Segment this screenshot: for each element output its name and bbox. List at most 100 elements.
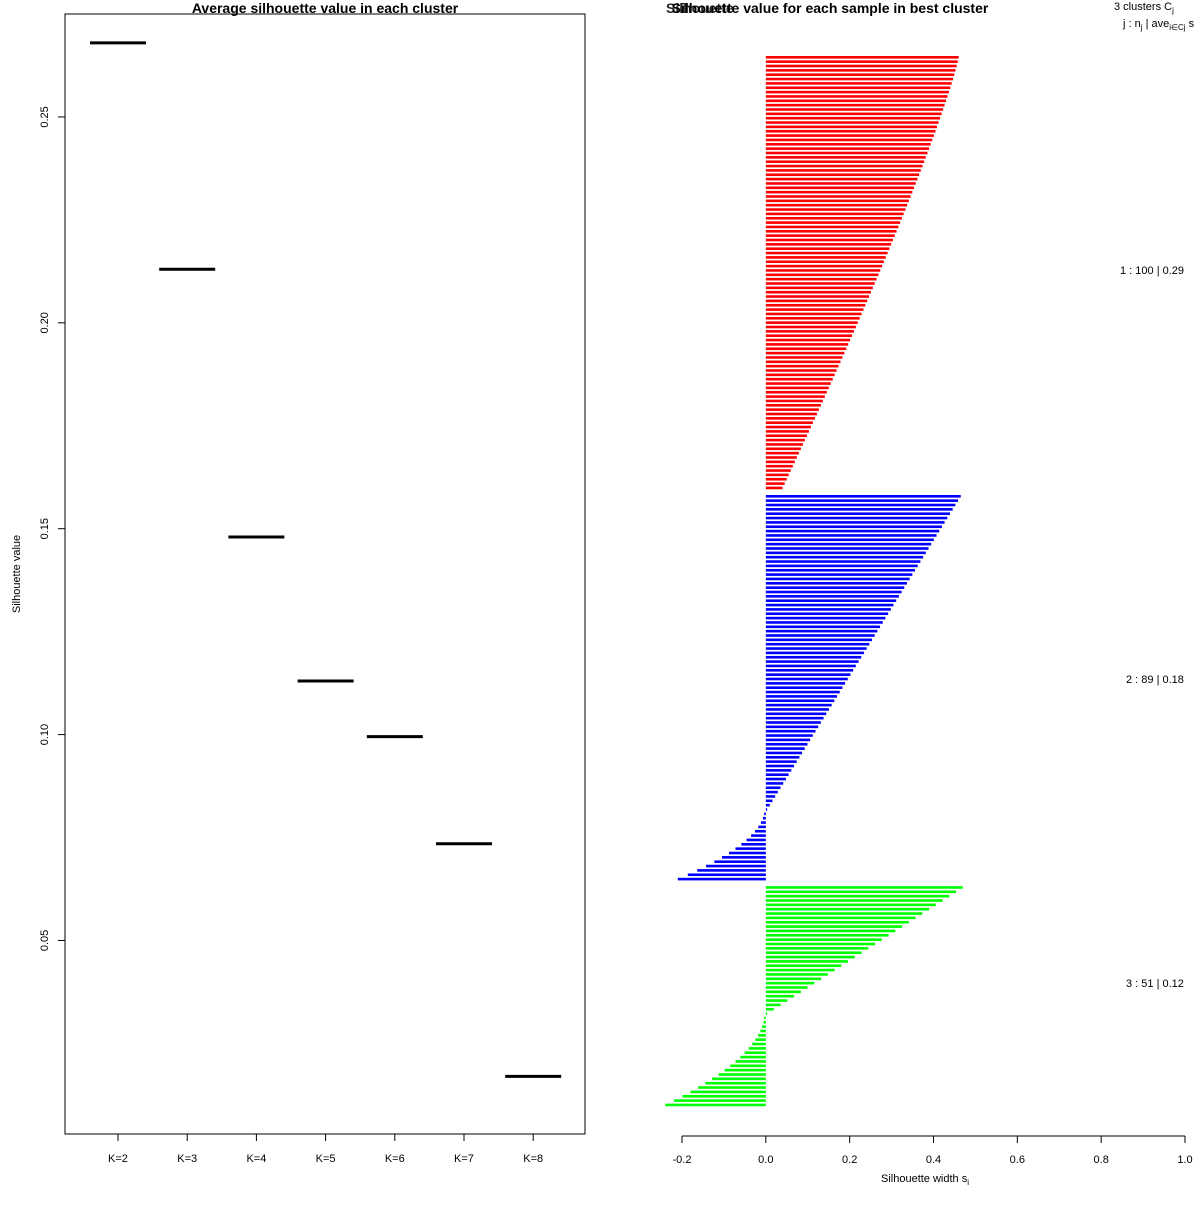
silhouette-bar (765, 164, 923, 168)
right-x-tick-label: 0.2 (842, 1154, 857, 1166)
silhouette-bar (765, 451, 799, 455)
silhouette-bar (765, 447, 801, 451)
silhouette-bar (765, 295, 870, 298)
silhouette-bar (765, 443, 803, 446)
silhouette-bar (765, 290, 871, 294)
silhouette-bar (765, 460, 795, 464)
silhouette-bar (765, 599, 897, 602)
silhouette-bar (765, 542, 932, 546)
right-chart-overlay-text: Silhouette (666, 0, 734, 16)
silhouette-bar (765, 147, 930, 150)
silhouette-bar (765, 82, 952, 85)
left-x-tick-label: K=8 (523, 1153, 543, 1165)
silhouette-bar (687, 873, 766, 877)
silhouette-bar (765, 151, 928, 155)
cluster-3-bars (665, 886, 963, 1107)
silhouette-bar (765, 634, 875, 637)
silhouette-bar (765, 417, 815, 420)
silhouette-bar (765, 225, 899, 229)
silhouette-bar (765, 890, 957, 894)
silhouette-bar (765, 721, 821, 724)
silhouette-bar (765, 769, 792, 772)
silhouette-bar (765, 699, 835, 703)
silhouette-bar (765, 929, 896, 933)
left-y-tick-label: 0.25 (39, 106, 51, 127)
silhouette-bar (765, 942, 876, 946)
silhouette-bar (765, 803, 770, 807)
silhouette-bar (758, 1034, 766, 1037)
legend-cluster-3: 3 : 51 | 0.12 (1126, 978, 1184, 990)
silhouette-bar (765, 251, 888, 255)
silhouette-bar (765, 638, 872, 642)
silhouette-bar (765, 729, 816, 733)
silhouette-bar (765, 782, 784, 785)
silhouette-bar (765, 790, 778, 794)
silhouette-bar (765, 238, 893, 242)
silhouette-bar (765, 990, 801, 994)
legend-header-line1: 3 clusters Cj (1114, 1, 1174, 15)
legend-cluster-1: 1 : 100 | 0.29 (1120, 265, 1184, 277)
silhouette-bar (765, 955, 855, 959)
silhouette-bar (698, 1086, 766, 1089)
silhouette-bar (762, 816, 766, 820)
silhouette-bar (765, 682, 846, 685)
silhouette-bar (765, 321, 858, 324)
left-y-axis-label: Silhouette value (11, 535, 23, 613)
silhouette-bar (724, 1068, 766, 1072)
silhouette-bar (765, 534, 937, 537)
silhouette-bar (765, 156, 926, 159)
silhouette-bar (765, 425, 811, 429)
silhouette-bar (765, 382, 831, 385)
silhouette-bar (765, 317, 860, 320)
right-x-tick-label: 0.6 (1010, 1154, 1025, 1166)
right-chart-title: Silhouette value for each sample in best… (672, 0, 989, 16)
silhouette-bar (765, 108, 944, 111)
right-x-tick-label: 1.0 (1177, 1154, 1192, 1166)
silhouette-bar (765, 138, 933, 142)
silhouette-bar (765, 177, 918, 181)
silhouette-bar (765, 760, 797, 763)
silhouette-bar (765, 716, 824, 720)
silhouette-bar (765, 673, 851, 676)
silhouette-bar (765, 486, 783, 490)
silhouette-bar (765, 686, 843, 689)
silhouette-bar (765, 103, 945, 107)
silhouette-bar (765, 647, 867, 650)
silhouette-bar (765, 477, 787, 481)
silhouette-bar (765, 330, 854, 333)
silhouette-bar (765, 938, 882, 941)
left-chart: Average silhouette value in each cluster… (11, 0, 586, 1165)
silhouette-bar (765, 286, 873, 290)
silhouette-bar (765, 629, 878, 633)
silhouette-bar (765, 95, 948, 98)
silhouette-bar (765, 777, 786, 781)
silhouette-bar (765, 216, 902, 220)
silhouette-bar (751, 834, 766, 837)
left-chart-title: Average silhouette value in each cluster (192, 0, 459, 16)
silhouette-bar (765, 503, 956, 507)
silhouette-bar (705, 1081, 766, 1085)
silhouette-bar (674, 1099, 766, 1102)
right-x-tick-label: 0.0 (758, 1154, 773, 1166)
silhouette-bar (690, 1090, 766, 1094)
silhouette-bar (765, 499, 959, 502)
silhouette-bar (765, 399, 823, 403)
left-y-tick-label: 0.20 (39, 312, 51, 333)
silhouette-bar (765, 747, 805, 750)
silhouette-bar (765, 347, 847, 351)
left-x-tick-label: K=4 (246, 1153, 266, 1165)
silhouette-bar (730, 1064, 766, 1068)
silhouette-bar (765, 390, 827, 394)
silhouette-bar (765, 273, 879, 277)
right-x-tick-label: 0.8 (1094, 1154, 1109, 1166)
silhouette-bar (765, 256, 886, 259)
silhouette-bar (765, 660, 859, 663)
silhouette-bar (765, 412, 817, 416)
silhouette-bar (765, 338, 851, 342)
silhouette-bar (765, 90, 949, 94)
silhouette-bar (765, 395, 825, 398)
silhouette-bar (765, 981, 815, 985)
silhouette-bar (765, 907, 930, 911)
silhouette-bar (765, 886, 963, 889)
silhouette-bar (765, 208, 906, 211)
